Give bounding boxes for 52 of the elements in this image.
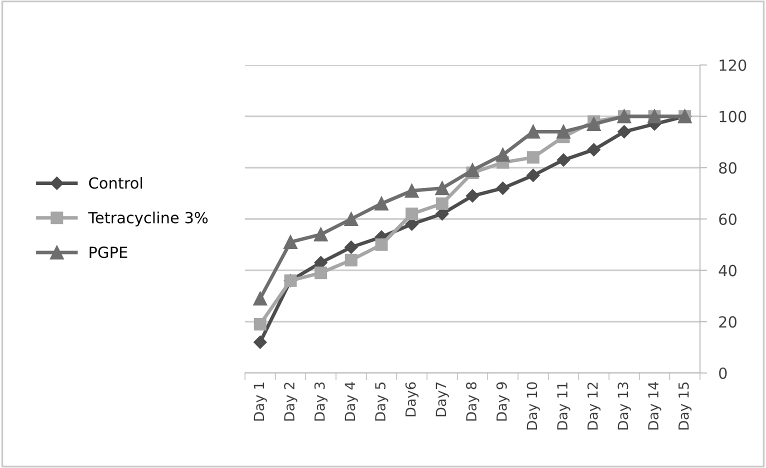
y-tick-label: 20 [719, 316, 736, 328]
point [586, 117, 601, 131]
point [466, 163, 480, 178]
point [556, 153, 570, 167]
point [254, 318, 266, 330]
point [496, 182, 510, 195]
legend-label: Tetracycline 3% [88, 212, 208, 226]
y-tick-label: 120 [720, 59, 746, 72]
point [253, 292, 268, 306]
x-tick-label: Day 2 [284, 382, 298, 421]
point [406, 208, 418, 220]
x-tick-label: Day7 [436, 382, 449, 416]
point [375, 238, 388, 251]
x-tick-label: Day6 [405, 382, 419, 416]
point [404, 184, 419, 198]
point [284, 235, 298, 250]
x-tick-label: Day 5 [375, 382, 388, 421]
x-tick-label: Day 13 [618, 382, 631, 430]
x-tick-label: Day 11 [557, 382, 570, 430]
x-tick-label: Day 4 [344, 382, 358, 421]
x-tick-label: Day 3 [314, 382, 328, 421]
y-tick-label: 60 [719, 213, 736, 226]
y-tick-label: 80 [719, 162, 736, 174]
point [254, 336, 267, 349]
point [587, 143, 600, 156]
point [466, 189, 480, 202]
point [526, 168, 540, 182]
y-tick-label: 100 [720, 110, 746, 122]
x-tick-label: Day 10 [526, 382, 540, 430]
point [344, 240, 358, 254]
legend-label: PGPE [90, 246, 128, 258]
y-tick-label: 0 [719, 367, 727, 380]
point [344, 254, 358, 266]
point [618, 125, 631, 138]
point [436, 197, 448, 210]
point [374, 196, 388, 211]
point [496, 148, 510, 162]
y-tick-label: 40 [718, 264, 736, 276]
point [556, 124, 570, 139]
x-tick-label: Day 8 [466, 382, 480, 421]
point [526, 151, 540, 164]
x-tick-label: Day 1 [254, 382, 267, 421]
x-tick-label: Day 15 [678, 382, 692, 430]
x-tick-label: Day 14 [648, 382, 662, 430]
point [344, 212, 358, 226]
x-tick-label: Day 12 [587, 382, 601, 430]
legend-label: Control [89, 176, 142, 189]
point [526, 124, 540, 139]
point [435, 181, 450, 196]
point [314, 227, 328, 242]
x-tick-label: Day 9 [496, 382, 510, 421]
point [314, 266, 328, 280]
